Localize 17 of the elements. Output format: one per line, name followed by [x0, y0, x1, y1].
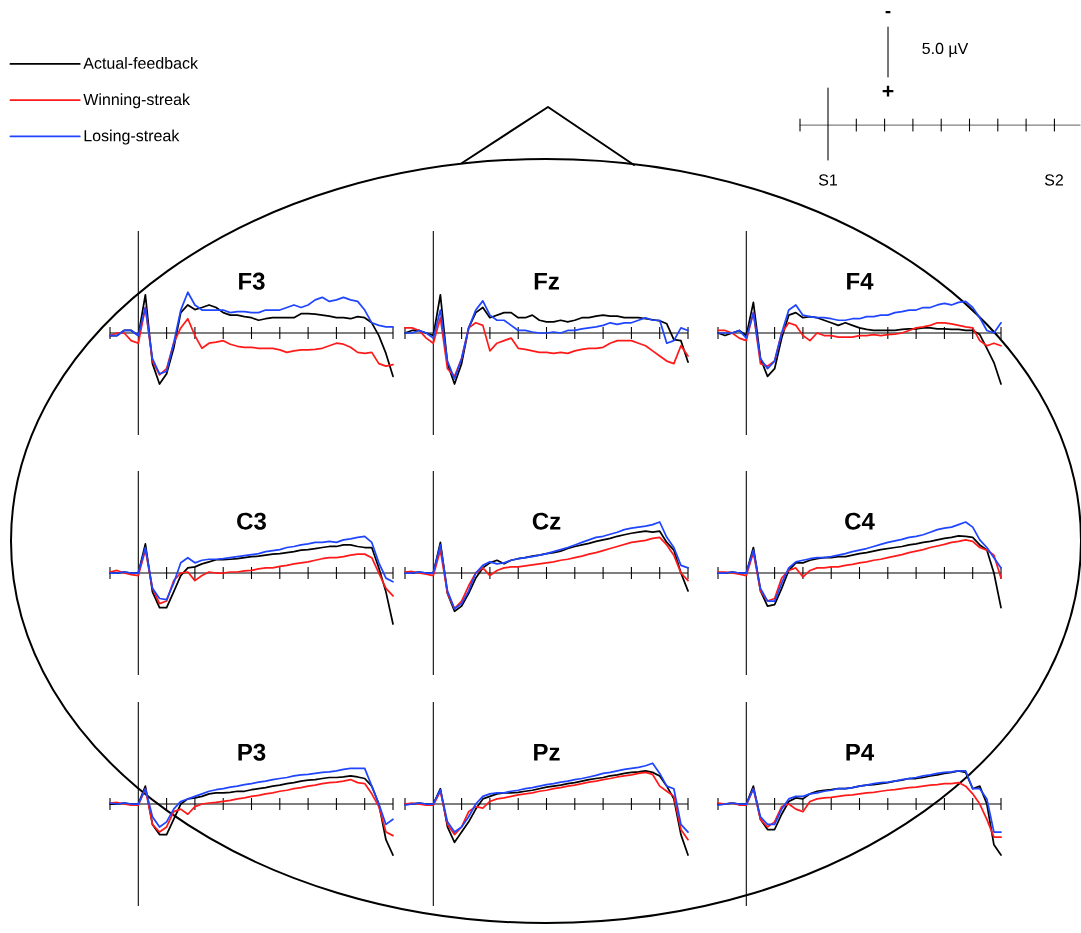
legend-label: Losing-streak: [84, 129, 180, 145]
chart-title: Pz: [534, 743, 560, 761]
chart-title: P3: [238, 743, 266, 761]
legend-label: Actual-feedback: [83, 57, 199, 69]
chart-title: F3: [239, 272, 265, 290]
legend-label: Winning-streak: [83, 93, 191, 109]
text: +: [882, 85, 894, 97]
text: S2: [1044, 174, 1063, 186]
chart-title: Fz: [534, 272, 559, 290]
chart-title: F4: [847, 272, 874, 290]
text: 5.0 µV: [922, 42, 969, 58]
chart-title: P4: [846, 743, 875, 761]
text: S1: [818, 174, 838, 186]
chart-title: Cz: [532, 512, 561, 530]
chart-title: C3: [237, 512, 266, 530]
chart-title: C4: [845, 512, 875, 530]
text: -: [885, 11, 891, 14]
